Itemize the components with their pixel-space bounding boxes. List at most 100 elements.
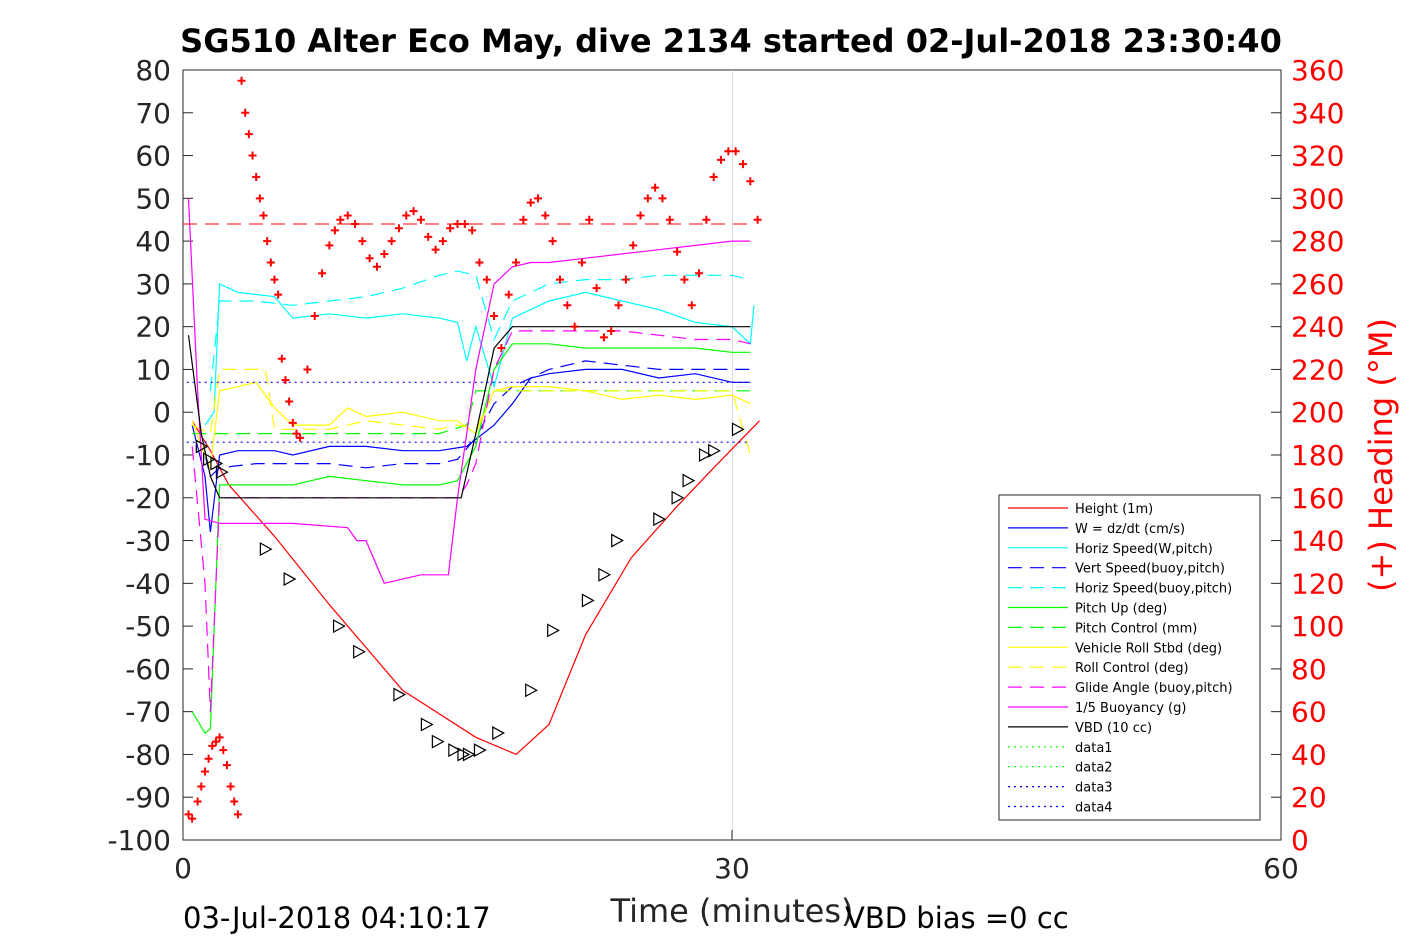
heading-point <box>303 365 312 374</box>
triangle-marker <box>431 734 445 749</box>
heading-point <box>724 147 733 156</box>
right-tick-label: 220 <box>1291 353 1344 386</box>
heading-point <box>330 226 339 235</box>
heading-point <box>555 275 564 284</box>
right-tick-label: 20 <box>1291 781 1327 814</box>
heading-point <box>343 211 352 220</box>
x-axis-ticks: 0 30 60 <box>174 830 1299 885</box>
triangle-marker <box>283 572 297 587</box>
heading-point <box>460 220 469 228</box>
legend: Height (1m) W = dz/dt (cm/s) Horiz Speed(W… <box>998 494 1261 821</box>
right-tick-label: 120 <box>1291 567 1344 600</box>
heading-point <box>184 810 193 819</box>
legend-label: W = dz/dt (cm/s) <box>1075 522 1185 537</box>
triangle-marker <box>581 593 595 608</box>
left-tick-label: -40 <box>125 567 171 600</box>
legend-label: Roll Control (deg) <box>1075 661 1189 676</box>
series-line-1 <box>191 368 751 533</box>
heading-point <box>310 311 319 320</box>
legend-label: Glide Angle (buoy,pitch) <box>1075 681 1233 696</box>
legend-label: Height (1m) <box>1075 502 1153 517</box>
left-tick-label: -50 <box>125 610 171 643</box>
heading-points-layer <box>184 76 762 823</box>
left-tick-label: 0 <box>153 396 171 429</box>
triangle-marker <box>653 512 667 527</box>
right-tick-label: 240 <box>1291 311 1344 344</box>
heading-point <box>215 733 224 742</box>
left-tick-label: -90 <box>125 781 171 814</box>
x-axis-label: Time (minutes) <box>610 892 854 930</box>
heading-point <box>482 275 491 284</box>
footer-timestamp: 03-Jul-2018 04:10:17 <box>183 901 491 935</box>
heading-point <box>424 232 433 241</box>
legend-label: Vehicle Roll Stbd (deg) <box>1075 641 1222 656</box>
triangle-marker <box>731 422 745 437</box>
left-tick-label: -20 <box>125 482 171 515</box>
heading-point <box>230 797 239 806</box>
series-line-10 <box>187 198 751 584</box>
right-tick-label: 40 <box>1291 738 1327 771</box>
left-tick-label: -80 <box>125 738 171 771</box>
heading-point <box>709 172 718 181</box>
series-line-8 <box>191 368 751 456</box>
heading-point <box>680 275 689 284</box>
heading-point <box>563 301 572 310</box>
left-tick-label: -100 <box>107 824 171 857</box>
heading-point <box>592 284 601 293</box>
heading-point <box>541 211 550 220</box>
right-axis-ticks: 0 20 40 60 80 100 120 140 160 180 200 220 240 260 280 3… <box>1291 54 1344 857</box>
heading-point <box>607 326 616 335</box>
left-tick-label: 60 <box>135 140 171 173</box>
heading-point <box>431 245 440 254</box>
heading-point <box>599 333 608 342</box>
right-axis-label: (+) Heading (°M) <box>1362 318 1400 592</box>
triangle-marker <box>203 452 216 467</box>
heading-point <box>263 237 272 246</box>
left-tick-label: -60 <box>125 653 171 686</box>
triangle-marker <box>420 717 434 732</box>
heading-point <box>695 269 704 278</box>
heading-point <box>475 258 484 267</box>
heading-point <box>200 767 209 776</box>
heading-point <box>731 147 740 156</box>
triangle-marker <box>353 644 366 659</box>
heading-point <box>394 224 403 233</box>
left-axis-ticks: -100-90-80-70-60-50-40-30-20-10010203040… <box>107 54 1281 857</box>
left-tick-label: 10 <box>135 353 171 386</box>
heading-point <box>233 810 242 819</box>
heading-point <box>266 258 275 267</box>
right-tick-label: 200 <box>1291 396 1344 429</box>
heading-point <box>222 761 231 770</box>
heading-point <box>259 211 268 220</box>
heading-point <box>717 155 726 164</box>
legend-label: Vert Speed(buoy,pitch) <box>1075 562 1225 577</box>
heading-point <box>614 301 623 310</box>
heading-point <box>226 782 235 791</box>
left-tick-label: 80 <box>135 54 171 87</box>
left-tick-label: 50 <box>135 182 171 215</box>
left-tick-label: 70 <box>135 97 171 130</box>
heading-point <box>519 215 528 224</box>
legend-label: Horiz Speed(W,pitch) <box>1075 542 1213 557</box>
legend-label: Horiz Speed(buoy,pitch) <box>1075 582 1232 597</box>
heading-point <box>372 262 381 271</box>
heading-point <box>197 782 206 791</box>
heading-point <box>211 737 220 746</box>
heading-point <box>237 76 246 85</box>
heading-point <box>387 237 396 246</box>
right-tick-label: 340 <box>1291 97 1344 130</box>
heading-point <box>193 797 202 806</box>
heading-point <box>270 275 279 284</box>
heading-point <box>665 215 674 224</box>
heading-point <box>570 322 579 331</box>
triangle-marker <box>448 743 462 758</box>
series-line-4 <box>209 270 751 391</box>
triangle-marker <box>215 465 229 480</box>
legend-label: data4 <box>1075 801 1113 816</box>
heading-point <box>468 226 477 235</box>
series-line-0 <box>191 420 760 756</box>
right-tick-label: 260 <box>1291 268 1344 301</box>
heading-point <box>285 397 294 406</box>
right-tick-label: 300 <box>1291 182 1344 215</box>
